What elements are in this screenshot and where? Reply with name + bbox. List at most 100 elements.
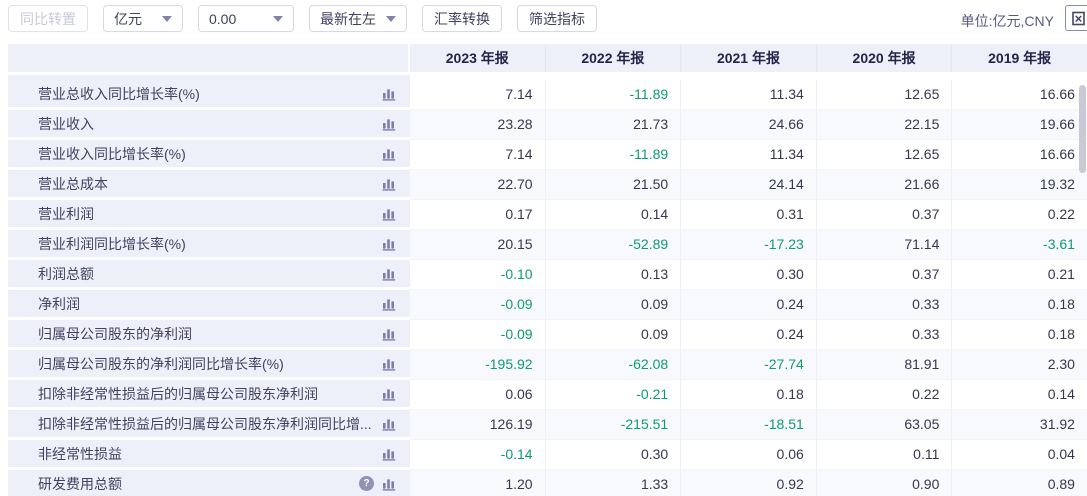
- value-cell: -0.10: [410, 260, 545, 290]
- value-cell: 0.22: [951, 200, 1087, 230]
- bar-chart-icon[interactable]: [382, 177, 397, 191]
- value-cell: 71.14: [815, 230, 952, 260]
- row-label-cell: 营业收入: [8, 110, 410, 140]
- scrollbar-thumb[interactable]: [1079, 85, 1086, 173]
- order-select[interactable]: 最新在左: [309, 5, 407, 32]
- value-cell: -11.89: [544, 140, 681, 170]
- value-cell: 7.14: [410, 80, 545, 110]
- table-row: 营业利润 0.17 0.14 0.31 0.37 0.22: [8, 200, 1087, 230]
- row-label-cell: 净利润: [8, 290, 410, 320]
- table-row: 扣除非经常性损益后的归属母公司股东净利润 0.06 -0.21 0.18 0.22 0.1…: [8, 380, 1087, 410]
- bar-chart-icon[interactable]: [382, 477, 397, 491]
- order-select-value: 最新在左: [320, 10, 376, 27]
- unit-select[interactable]: 亿元: [103, 5, 183, 32]
- value-cell: 0.04: [951, 440, 1087, 470]
- table-row: 营业总成本 22.70 21.50 24.14 21.66 19.32: [8, 170, 1087, 200]
- value-cell: 0.89: [951, 470, 1087, 496]
- value-cell: -62.08: [544, 350, 681, 380]
- value-cell: 0.18: [680, 380, 816, 410]
- value-cell: 19.66: [951, 110, 1087, 140]
- bar-chart-icon[interactable]: [382, 147, 397, 161]
- question-mark-icon[interactable]: ?: [359, 476, 374, 491]
- value-cell: -17.23: [680, 230, 816, 260]
- bar-chart-icon[interactable]: [382, 447, 397, 461]
- row-icons: [382, 207, 397, 221]
- table-header: 2023 年报 2022 年报 2021 年报 2020 年报 2019 年报: [8, 44, 1087, 72]
- value-cell: -0.21: [544, 380, 681, 410]
- value-cell: 0.21: [951, 260, 1087, 290]
- row-label: 营业收入: [38, 115, 94, 132]
- row-label-cell: 非经常性损益: [8, 440, 410, 470]
- bar-chart-icon[interactable]: [382, 357, 397, 371]
- bar-chart-icon[interactable]: [382, 417, 397, 431]
- row-icons: [382, 177, 397, 191]
- value-cell: 0.13: [544, 260, 681, 290]
- row-label-cell: 营业利润同比增长率(%): [8, 230, 410, 260]
- value-cell: -0.09: [410, 320, 545, 350]
- bar-chart-icon[interactable]: [382, 327, 397, 341]
- value-cell: 11.34: [680, 80, 816, 110]
- value-cell: 0.11: [815, 440, 952, 470]
- value-cell: 21.66: [815, 170, 952, 200]
- row-label: 营业利润: [38, 205, 94, 222]
- row-label: 扣除非经常性损益后的归属母公司股东净利润: [38, 385, 318, 402]
- table-row: 营业收入同比增长率(%) 7.14 -11.89 11.34 12.65 16.66: [8, 140, 1087, 170]
- value-cell: 0.33: [815, 320, 952, 350]
- table-row: 营业利润同比增长率(%) 20.15 -52.89 -17.23 71.14 -3.61: [8, 230, 1087, 260]
- value-cell: 21.50: [544, 170, 681, 200]
- bar-chart-icon[interactable]: [382, 237, 397, 251]
- unit-note: 单位:亿元,CNY: [960, 13, 1054, 29]
- row-label: 营业收入同比增长率(%): [38, 145, 186, 162]
- excel-export-icon[interactable]: [1065, 5, 1087, 31]
- value-cell: 1.33: [544, 470, 681, 496]
- transpose-button[interactable]: 同比转置: [8, 5, 88, 32]
- value-cell: 0.06: [410, 380, 545, 410]
- value-cell: -11.89: [544, 80, 681, 110]
- row-label: 营业总收入同比增长率(%): [38, 85, 200, 102]
- value-cell: 0.14: [951, 380, 1087, 410]
- value-cell: 63.05: [815, 410, 952, 440]
- row-label: 营业总成本: [38, 175, 108, 192]
- column-header: 2019 年报: [951, 44, 1087, 72]
- decimal-select[interactable]: 0.00: [198, 5, 294, 32]
- bar-chart-icon[interactable]: [382, 387, 397, 401]
- row-label-cell: 利润总额: [8, 260, 410, 290]
- row-label: 利润总额: [38, 265, 94, 282]
- filter-indicators-button[interactable]: 筛选指标: [517, 5, 597, 32]
- row-label: 营业利润同比增长率(%): [38, 235, 186, 252]
- value-cell: 0.33: [815, 290, 952, 320]
- row-label: 归属母公司股东的净利润: [38, 325, 192, 342]
- table-body: 营业总收入同比增长率(%) 7.14 -11.89 11.34 12.65 16.66 营业…: [8, 80, 1087, 496]
- header-label-cell: [8, 44, 410, 72]
- value-cell: 0.92: [680, 470, 816, 496]
- excel-export-glyph: [1071, 11, 1085, 25]
- fx-convert-button[interactable]: 汇率转换: [422, 5, 502, 32]
- value-cell: -3.61: [951, 230, 1087, 260]
- unit-select-value: 亿元: [114, 10, 142, 27]
- row-icons: [382, 357, 397, 371]
- row-label-cell: 研发费用总额?: [8, 470, 410, 496]
- value-cell: 0.90: [815, 470, 952, 496]
- value-cell: 16.66: [951, 80, 1087, 110]
- column-header: 2022 年报: [544, 44, 681, 72]
- value-cell: 31.92: [951, 410, 1087, 440]
- value-cell: 19.32: [951, 170, 1087, 200]
- chevron-down-icon: [273, 15, 283, 22]
- bar-chart-icon[interactable]: [382, 297, 397, 311]
- value-cell: 23.28: [410, 110, 545, 140]
- bar-chart-icon[interactable]: [382, 207, 397, 221]
- bar-chart-icon[interactable]: [382, 87, 397, 101]
- row-icons: [382, 267, 397, 281]
- value-cell: -27.74: [680, 350, 816, 380]
- table-row: 营业收入 23.28 21.73 24.66 22.15 19.66: [8, 110, 1087, 140]
- bar-chart-icon[interactable]: [382, 117, 397, 131]
- row-label-cell: 归属母公司股东的净利润: [8, 320, 410, 350]
- row-icons: ?: [359, 476, 397, 491]
- bar-chart-icon[interactable]: [382, 267, 397, 281]
- value-cell: 1.20: [410, 470, 545, 496]
- row-label: 研发费用总额: [38, 475, 122, 492]
- value-cell: 16.66: [951, 140, 1087, 170]
- financial-table: 2023 年报 2022 年报 2021 年报 2020 年报 2019 年报 营业总收…: [8, 44, 1087, 496]
- value-cell: 0.24: [680, 290, 816, 320]
- row-icons: [382, 117, 397, 131]
